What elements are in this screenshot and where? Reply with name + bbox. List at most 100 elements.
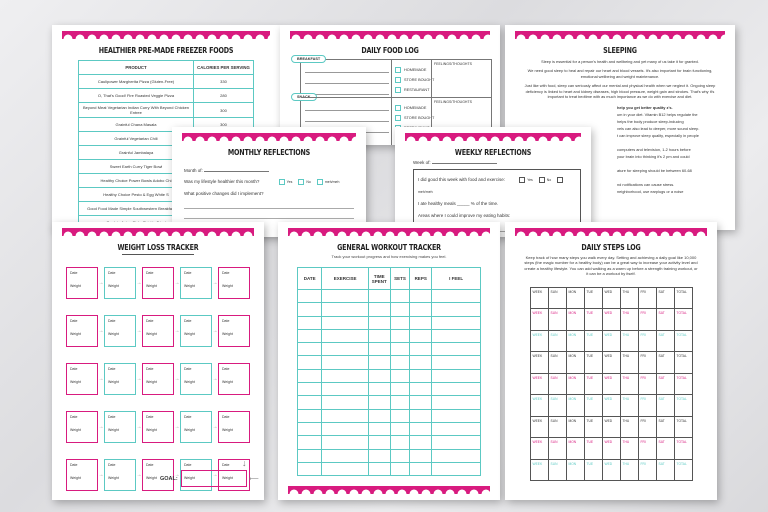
checkbox[interactable]	[519, 176, 526, 183]
weigh-in-box[interactable]: Date Weight	[66, 315, 98, 347]
steps-cell[interactable]: FRI	[637, 437, 657, 460]
steps-cell[interactable]: TUE	[583, 329, 603, 353]
table-cell[interactable]	[409, 355, 433, 370]
table-cell[interactable]	[389, 435, 411, 450]
steps-cell[interactable]: TUE	[583, 308, 603, 331]
steps-cell[interactable]: WED	[601, 458, 621, 482]
steps-cell[interactable]: SUN	[547, 372, 567, 396]
weigh-in-box[interactable]: Date Weight	[104, 315, 136, 347]
weigh-in-box[interactable]: Date Weight	[104, 267, 136, 299]
steps-cell[interactable]: MON	[565, 394, 585, 417]
table-cell[interactable]	[296, 315, 323, 330]
steps-cell[interactable]: WED	[601, 372, 621, 396]
steps-cell[interactable]: THU	[619, 351, 639, 374]
steps-cell[interactable]: MON	[565, 351, 585, 374]
table-cell[interactable]	[389, 408, 411, 423]
table-cell[interactable]	[409, 421, 433, 437]
steps-cell[interactable]: THU	[619, 372, 639, 396]
table-cell[interactable]	[367, 342, 391, 357]
table-cell[interactable]	[389, 328, 411, 344]
steps-cell[interactable]: SAT	[655, 308, 675, 331]
steps-cell[interactable]: SAT	[655, 286, 675, 310]
steps-cell[interactable]: THU	[619, 437, 639, 460]
table-cell[interactable]	[296, 461, 323, 477]
table-cell[interactable]	[367, 355, 391, 370]
steps-cell[interactable]: TUE	[583, 415, 603, 439]
steps-cell[interactable]: MON	[565, 308, 585, 331]
steps-cell[interactable]: WEEK	[529, 286, 549, 310]
weigh-in-box[interactable]: Date Weight	[218, 459, 250, 491]
steps-cell[interactable]: FRI	[637, 308, 657, 331]
steps-cell[interactable]: FRI	[637, 458, 657, 482]
table-cell[interactable]	[321, 315, 369, 330]
steps-cell[interactable]: WEEK	[529, 415, 549, 439]
table-cell[interactable]	[409, 315, 433, 330]
steps-cell[interactable]: TUE	[583, 458, 603, 482]
steps-cell[interactable]: SAT	[655, 458, 675, 482]
weigh-in-box[interactable]: Date Weight	[218, 363, 250, 395]
steps-cell[interactable]: WEEK	[529, 308, 549, 331]
goal-field[interactable]: GOAL: ⟵	[160, 470, 259, 487]
entry-line[interactable]	[305, 72, 389, 73]
table-cell[interactable]	[389, 448, 411, 463]
weigh-in-box[interactable]: Date Weight	[218, 267, 250, 299]
steps-cell[interactable]: TOTAL	[673, 329, 693, 353]
steps-cell[interactable]: MON	[565, 437, 585, 460]
table-cell[interactable]	[431, 448, 481, 463]
table-cell[interactable]	[321, 368, 369, 384]
steps-cell[interactable]: SUN	[547, 286, 567, 310]
weigh-in-box[interactable]: Date Weight	[142, 267, 174, 299]
steps-cell[interactable]: MON	[565, 372, 585, 396]
steps-cell[interactable]: TUE	[583, 394, 603, 417]
steps-cell[interactable]: WEEK	[529, 372, 549, 396]
steps-cell[interactable]: SUN	[547, 351, 567, 374]
steps-cell[interactable]: THU	[619, 308, 639, 331]
table-cell[interactable]	[321, 355, 369, 370]
steps-cell[interactable]: TOTAL	[673, 351, 693, 374]
steps-cell[interactable]: TOTAL	[673, 286, 693, 310]
steps-cell[interactable]: FRI	[637, 329, 657, 353]
table-cell[interactable]	[367, 328, 391, 344]
weigh-in-box[interactable]: Date Weight	[180, 363, 212, 395]
steps-cell[interactable]: TUE	[583, 286, 603, 310]
table-cell[interactable]	[296, 368, 323, 384]
weigh-in-box[interactable]: Date Weight	[142, 315, 174, 347]
weigh-in-box[interactable]: Date Weight	[180, 411, 212, 443]
table-cell[interactable]	[321, 328, 369, 344]
weigh-in-box[interactable]: Date Weight	[218, 411, 250, 443]
table-cell[interactable]	[321, 288, 369, 304]
table-cell[interactable]	[431, 461, 481, 477]
steps-cell[interactable]: THU	[619, 286, 639, 310]
table-cell[interactable]	[389, 368, 411, 384]
table-cell[interactable]	[409, 368, 433, 384]
steps-cell[interactable]: TOTAL	[673, 372, 693, 396]
steps-cell[interactable]: MON	[565, 329, 585, 353]
weigh-in-box[interactable]: Date Weight	[218, 315, 250, 347]
table-cell[interactable]	[367, 288, 391, 304]
steps-cell[interactable]: SAT	[655, 437, 675, 460]
steps-cell[interactable]: WED	[601, 329, 621, 353]
steps-cell[interactable]: SAT	[655, 351, 675, 374]
weigh-in-box[interactable]: Date Weight	[142, 363, 174, 395]
steps-cell[interactable]: FRI	[637, 394, 657, 417]
checkbox[interactable]	[395, 87, 401, 93]
checkbox[interactable]	[395, 115, 401, 121]
table-cell[interactable]	[367, 395, 391, 410]
table-cell[interactable]	[409, 448, 433, 463]
steps-cell[interactable]: WEEK	[529, 458, 549, 482]
steps-cell[interactable]: WEEK	[529, 351, 549, 374]
weigh-in-box[interactable]: Date Weight	[66, 411, 98, 443]
entry-line[interactable]	[305, 110, 389, 111]
checkbox[interactable]	[395, 67, 401, 73]
table-cell[interactable]	[296, 355, 323, 370]
month-of-field[interactable]: Month of:	[184, 165, 354, 176]
steps-cell[interactable]: SUN	[547, 415, 567, 439]
table-cell[interactable]	[431, 328, 481, 344]
steps-cell[interactable]: THU	[619, 329, 639, 353]
weigh-in-box[interactable]: Date Weight	[66, 267, 98, 299]
steps-cell[interactable]: THU	[619, 394, 639, 417]
answer-line[interactable]	[184, 209, 354, 219]
entry-line[interactable]	[305, 94, 389, 95]
table-cell[interactable]	[409, 302, 433, 317]
checkbox[interactable]	[538, 176, 545, 183]
